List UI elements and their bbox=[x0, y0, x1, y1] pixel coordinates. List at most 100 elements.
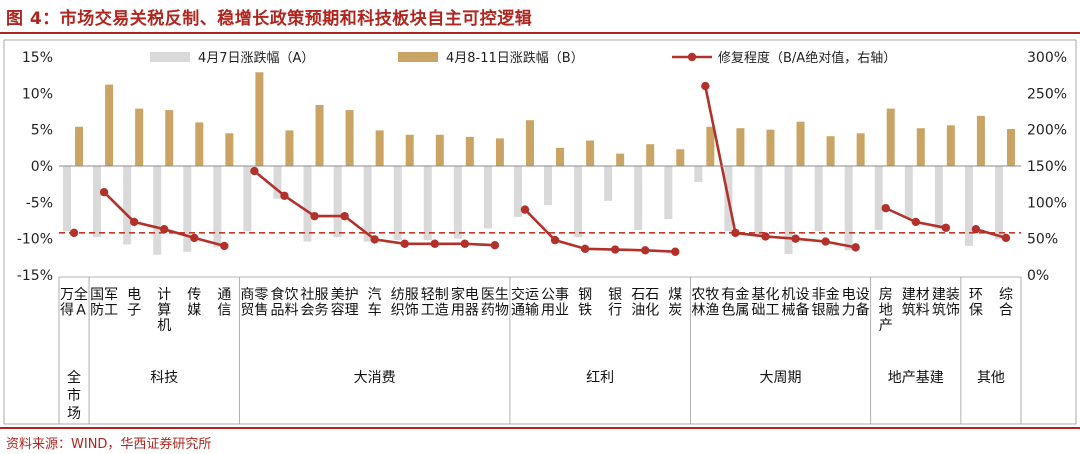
bar-b-6 bbox=[255, 72, 264, 166]
source-note: 资料来源：WIND，华西证券研究所 bbox=[6, 437, 212, 452]
category-label-16-0: 公 bbox=[541, 287, 555, 303]
category-label-23-1: 础 bbox=[751, 303, 765, 319]
bar-a-27 bbox=[874, 166, 883, 230]
category-label-22-1: 色 bbox=[721, 302, 735, 319]
line-point-3 bbox=[160, 225, 169, 234]
category-label-0-3: A bbox=[76, 303, 86, 319]
category-label-19-2: 石 bbox=[645, 287, 659, 303]
bar-a-15 bbox=[513, 166, 522, 217]
bar-b-22 bbox=[736, 128, 745, 166]
bar-b-25 bbox=[826, 136, 835, 166]
category-label-10-0: 汽 bbox=[368, 287, 382, 303]
line-segment-4 bbox=[704, 85, 856, 249]
bar-b-0 bbox=[75, 126, 84, 166]
category-label-0-2: 全 bbox=[74, 286, 88, 303]
bar-a-7 bbox=[273, 166, 282, 199]
line-segment-1 bbox=[103, 191, 225, 248]
category-label-11-0: 纺 bbox=[391, 287, 405, 303]
bar-b-17 bbox=[586, 140, 595, 166]
category-label-6-2: 零 bbox=[254, 287, 268, 303]
line-point-5 bbox=[220, 241, 229, 251]
legend-label-b: 4月8-11日涨跌幅（B） bbox=[446, 50, 584, 66]
category-label-12-1: 工 bbox=[421, 303, 435, 319]
bar-a-10 bbox=[363, 166, 372, 242]
category-label-8-0: 社 bbox=[301, 287, 315, 303]
category-label-23-3: 工 bbox=[765, 303, 779, 319]
category-label-12-3: 造 bbox=[435, 303, 449, 319]
category-label-10-1: 车 bbox=[368, 302, 382, 319]
group-label-1: 科技 bbox=[150, 370, 178, 386]
line-point-12 bbox=[430, 239, 439, 248]
line-point-25 bbox=[821, 237, 830, 246]
category-label-24-0: 机 bbox=[782, 287, 796, 303]
category-label-29-1: 筑 bbox=[932, 303, 946, 319]
y-right-tick-6: 300% bbox=[1027, 50, 1067, 66]
line-point-24 bbox=[791, 234, 800, 243]
y-right-tick-4: 200% bbox=[1027, 123, 1067, 139]
y-right-tick-5: 250% bbox=[1027, 86, 1067, 102]
bar-a-2 bbox=[123, 166, 132, 245]
category-label-28-1: 筑 bbox=[902, 303, 916, 319]
bar-b-26 bbox=[856, 133, 865, 166]
category-label-15-1: 通 bbox=[511, 303, 525, 319]
legend: 4月7日涨跌幅（A） 4月8-11日涨跌幅（B） 修复程度（B/A绝对值，右轴） bbox=[150, 50, 896, 66]
category-label-25-1: 银 bbox=[812, 303, 826, 319]
bar-a-5 bbox=[213, 166, 222, 248]
category-label-23-0: 基 bbox=[751, 286, 765, 303]
bar-a-23 bbox=[754, 166, 763, 237]
legend-line-marker bbox=[687, 52, 697, 62]
bar-b-3 bbox=[165, 110, 174, 166]
line-point-23 bbox=[761, 232, 770, 241]
category-label-9-3: 理 bbox=[345, 303, 359, 319]
category-label-14-3: 物 bbox=[495, 303, 509, 319]
line-point-27 bbox=[881, 203, 890, 213]
bar-a-6 bbox=[243, 166, 252, 232]
category-label-22-3: 属 bbox=[735, 303, 749, 319]
category-label-31-0: 综 bbox=[999, 287, 1013, 303]
category-label-13-1: 用 bbox=[451, 303, 465, 319]
bar-b-18 bbox=[616, 153, 625, 166]
line-segment-6 bbox=[975, 227, 1007, 240]
line-segment-3 bbox=[524, 208, 676, 253]
line-point-22 bbox=[731, 228, 740, 238]
category-label-16-2: 事 bbox=[555, 287, 569, 303]
y-left-tick-3: 0% bbox=[31, 159, 53, 175]
legend-label-a: 4月7日涨跌幅（A） bbox=[198, 50, 314, 66]
category-labels: 万得全A国防军工电子计算机传媒通信商贸零售食品饮料社会服务美容护理汽车纺织服饰轻… bbox=[58, 276, 1022, 424]
bar-b-10 bbox=[375, 130, 384, 166]
y-right-tick-2: 100% bbox=[1027, 195, 1067, 211]
category-label-29-3: 饰 bbox=[946, 303, 960, 319]
bar-a-19 bbox=[634, 166, 643, 230]
category-label-27-2: 产 bbox=[879, 318, 893, 334]
bar-b-8 bbox=[315, 104, 324, 166]
bar-b-1 bbox=[105, 84, 114, 166]
bar-a-12 bbox=[423, 166, 432, 241]
category-label-27-1: 地 bbox=[879, 303, 893, 319]
y-right-tick-0: 0% bbox=[1027, 268, 1049, 284]
category-label-0-0: 万 bbox=[60, 287, 74, 303]
category-label-12-2: 制 bbox=[435, 287, 449, 303]
category-label-7-1: 品 bbox=[270, 303, 284, 319]
line-point-7 bbox=[280, 191, 289, 200]
bar-a-1 bbox=[93, 166, 102, 238]
category-label-26-0: 电 bbox=[842, 287, 856, 303]
bar-b-5 bbox=[225, 133, 234, 166]
category-label-2-0: 电 bbox=[127, 287, 141, 303]
line-point-19 bbox=[641, 246, 650, 255]
line-point-18 bbox=[610, 245, 620, 254]
category-label-7-0: 食 bbox=[270, 286, 284, 303]
bar-b-24 bbox=[796, 121, 805, 166]
bar-a-31 bbox=[994, 166, 1003, 240]
bar-a-30 bbox=[964, 166, 973, 246]
category-label-1-3: 工 bbox=[104, 303, 118, 319]
bar-b-9 bbox=[345, 110, 354, 166]
category-label-14-1: 药 bbox=[481, 303, 495, 319]
y-left-tick-5: 10% bbox=[22, 86, 53, 102]
y-left-tick-2: -5% bbox=[26, 195, 53, 211]
y-left-tick-0: -15% bbox=[17, 268, 53, 284]
line-point-17 bbox=[580, 244, 590, 254]
group-label-0-1: 市 bbox=[67, 387, 81, 404]
category-label-29-2: 装 bbox=[946, 287, 960, 303]
category-label-16-1: 用 bbox=[541, 303, 555, 319]
category-label-7-2: 饮 bbox=[284, 287, 298, 303]
